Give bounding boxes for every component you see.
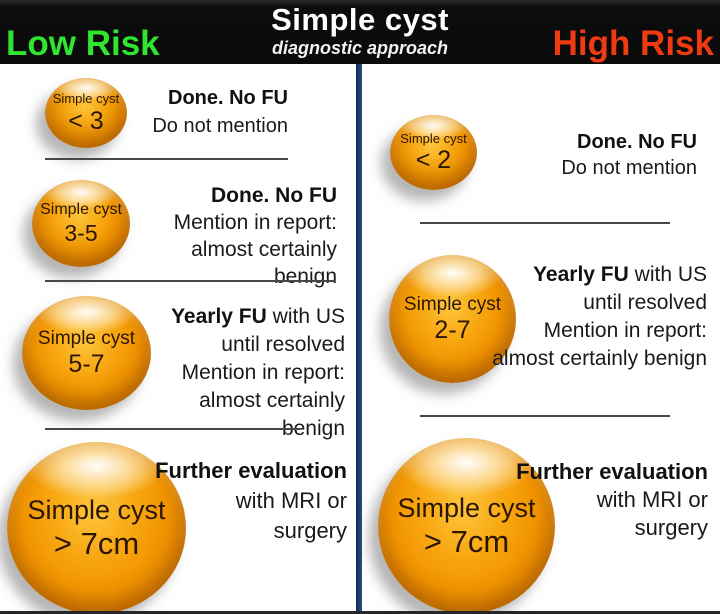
high-risk-separator-2: [420, 415, 670, 417]
action-line-bold: Done. No FU: [168, 87, 288, 109]
low-risk-row1-action: Done. No FU Do not mention: [88, 84, 288, 140]
action-line: surgery: [508, 514, 708, 542]
action-line: almost certainly benign: [492, 345, 707, 373]
action-line-bold: Further evaluation: [516, 459, 708, 484]
cyst-label: Simple cyst: [40, 201, 122, 219]
action-line-regular: almost certainly benign: [492, 347, 707, 370]
low-risk-label: Low Risk: [6, 24, 160, 63]
high-risk-row3-cyst: Simple cyst > 7cm: [378, 438, 555, 614]
high-risk-row2-action: Yearly FU with US until resolved Mention…: [492, 261, 707, 373]
action-line-regular: Do not mention: [152, 115, 288, 137]
low-risk-row3-cyst: Simple cyst 5-7: [22, 296, 151, 410]
cyst-label: Simple cyst: [400, 130, 467, 146]
high-risk-row3-action: Further evaluation with MRI or surgery: [508, 458, 708, 542]
cyst-label: Simple cyst: [52, 91, 120, 107]
high-risk-separator-1: [420, 222, 670, 224]
cyst-size: < 3: [68, 106, 104, 135]
action-line-regular: Mention in report:: [173, 211, 337, 234]
action-line-bold: Done. No FU: [577, 131, 697, 153]
action-line-regular: until resolved: [583, 291, 707, 314]
cyst-label: Simple cyst: [27, 494, 166, 525]
cyst-size: 5-7: [68, 349, 105, 378]
action-line: Mention in report:: [145, 359, 345, 387]
action-line-regular: Do not mention: [561, 157, 697, 179]
action-line-bold: Yearly FU: [171, 305, 267, 328]
action-line-regular: with MRI or: [235, 488, 347, 513]
high-risk-row1-action: Done. No FU Do not mention: [497, 129, 697, 181]
action-line-regular: almost certainly benign: [199, 389, 345, 440]
cyst-label: Simple cyst: [397, 492, 536, 523]
action-line: Done. No FU: [88, 84, 288, 112]
action-line-regular: surgery: [273, 518, 347, 543]
page-title: Simple cyst: [271, 2, 449, 37]
action-line: until resolved: [145, 331, 345, 359]
action-line-bold: Yearly FU: [533, 263, 629, 286]
column-divider: [356, 64, 362, 614]
cyst-size: 3-5: [64, 219, 98, 246]
action-line: Do not mention: [88, 112, 288, 140]
action-line-regular: Mention in report:: [181, 361, 345, 384]
low-risk-separator-1: [45, 158, 288, 160]
action-line: Mention in report:: [137, 209, 337, 236]
high-risk-label: High Risk: [552, 24, 714, 63]
action-line-regular: until resolved: [221, 333, 345, 356]
action-line-bold: Done. No FU: [211, 184, 337, 207]
action-line: Mention in report:: [492, 317, 707, 345]
cyst-size: > 7cm: [53, 525, 140, 561]
bottom-border: [0, 611, 720, 614]
cyst-size: < 2: [415, 146, 452, 175]
action-line: almost certainly benign: [137, 236, 337, 290]
header: Simple cyst diagnostic approach Low Risk…: [0, 0, 720, 64]
low-risk-row2-cyst: Simple cyst 3-5: [32, 180, 130, 267]
action-line: Yearly FU with US: [492, 261, 707, 289]
action-line-regular: almost certainly benign: [191, 238, 337, 288]
cyst-label: Simple cyst: [403, 293, 502, 315]
cyst-label: Simple cyst: [37, 327, 136, 349]
action-line-regular: with MRI or: [596, 487, 708, 512]
low-risk-row3-action: Yearly FU with US until resolved Mention…: [145, 303, 345, 443]
action-line-bold: Further evaluation: [155, 458, 347, 483]
low-risk-row1-cyst: Simple cyst < 3: [45, 78, 127, 148]
action-line-regular: surgery: [634, 515, 708, 540]
action-line: almost certainly benign: [145, 387, 345, 443]
page-subtitle: diagnostic approach: [271, 38, 449, 58]
low-risk-row2-action: Done. No FU Mention in report: almost ce…: [137, 182, 337, 290]
action-line: Done. No FU: [497, 129, 697, 155]
action-line: with MRI or: [508, 486, 708, 514]
action-line: until resolved: [492, 289, 707, 317]
action-line: Do not mention: [497, 155, 697, 181]
low-risk-row4-action: Further evaluation with MRI or surgery: [147, 456, 347, 546]
action-line: Done. No FU: [137, 182, 337, 209]
low-risk-separator-2: [45, 280, 335, 282]
low-risk-row4-cyst: Simple cyst > 7cm: [7, 442, 186, 614]
action-line-regular: with US: [266, 305, 345, 328]
action-line-regular: Mention in report:: [543, 319, 707, 342]
high-risk-row2-cyst: Simple cyst 2-7: [389, 255, 516, 383]
action-line-regular: with US: [628, 263, 707, 286]
action-line: surgery: [147, 516, 347, 546]
cyst-size: > 7cm: [423, 523, 510, 559]
high-risk-row1-cyst: Simple cyst < 2: [390, 115, 477, 190]
action-line: Further evaluation: [508, 458, 708, 486]
action-line: Yearly FU with US: [145, 303, 345, 331]
low-risk-separator-3: [45, 428, 300, 430]
action-line: with MRI or: [147, 486, 347, 516]
cyst-size: 2-7: [434, 315, 471, 344]
action-line: Further evaluation: [147, 456, 347, 486]
